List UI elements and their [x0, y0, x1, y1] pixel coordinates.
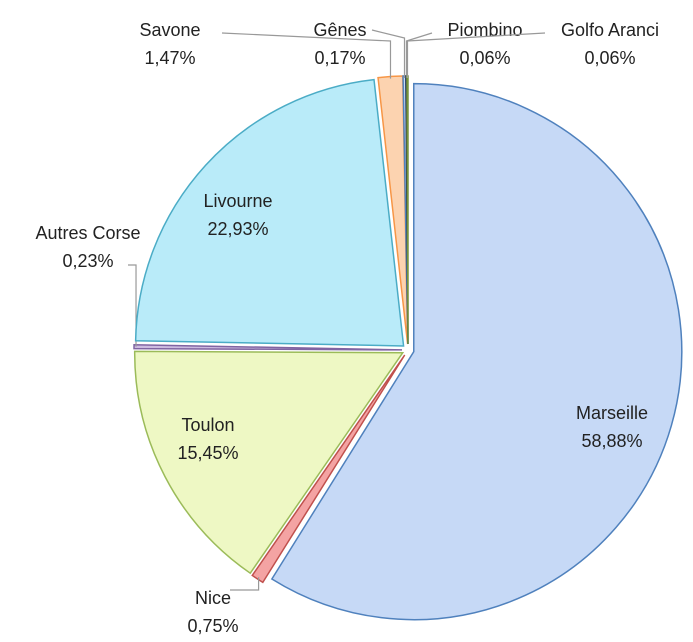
leader-line [128, 264, 137, 347]
slice-value-label: 58,88% [581, 431, 642, 451]
slice-value-label: 1,47% [144, 48, 195, 68]
leader-line [405, 32, 433, 79]
leader-line [371, 29, 406, 79]
pie-slice [133, 350, 405, 575]
slice-name: Toulon [181, 415, 234, 435]
slice-name: Savone [139, 20, 200, 40]
slice-value-label: 0,17% [314, 48, 365, 68]
slice-name: Golfo Aranci [561, 20, 659, 40]
pie-slice [406, 75, 409, 345]
slice-value-label: 0,06% [459, 48, 510, 68]
slice-value-label: 0,23% [62, 251, 113, 271]
leader-line [406, 32, 546, 79]
pie-slice [134, 78, 405, 347]
slice-value-label: 22,93% [207, 219, 268, 239]
slice-name: Nice [195, 588, 231, 608]
leader-line [221, 32, 392, 79]
slice-name: Gênes [313, 20, 366, 40]
leader-line [230, 577, 260, 591]
slice-name: Autres Corse [35, 223, 140, 243]
slice-value-label: 0,06% [584, 48, 635, 68]
slice-name: Marseille [576, 403, 648, 423]
slice-name: Livourne [203, 191, 272, 211]
slice-value-label: 15,45% [177, 443, 238, 463]
pie-slice [270, 82, 683, 621]
pie-slice [251, 354, 406, 584]
pie-slice [133, 343, 403, 351]
slice-value-label: 0,75% [187, 616, 238, 636]
slice-name: Piombino [447, 20, 522, 40]
